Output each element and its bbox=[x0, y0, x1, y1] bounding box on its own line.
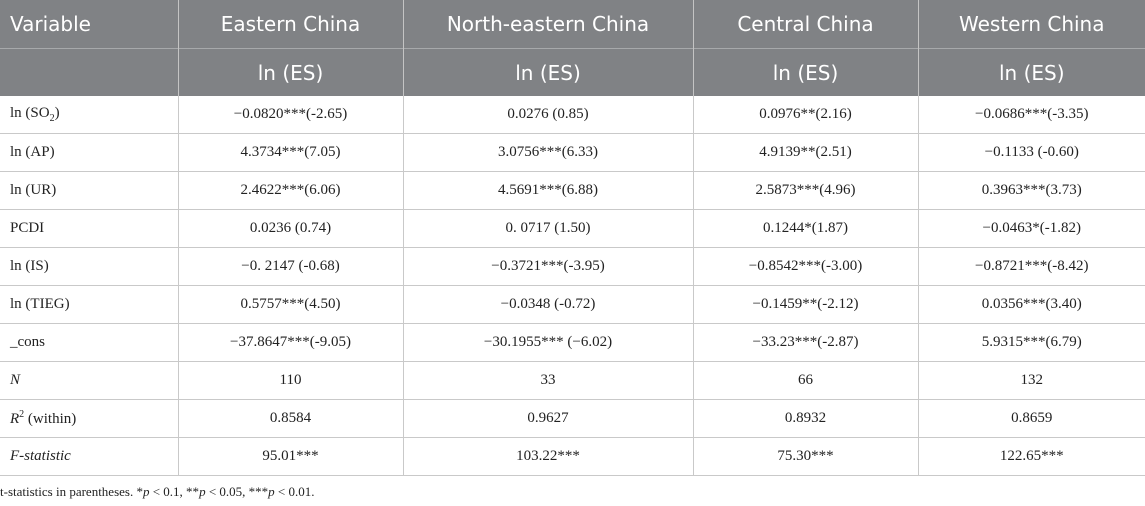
footnote-text: < 0.01. bbox=[274, 484, 315, 499]
table-cell: 0.0976**(2.16) bbox=[693, 96, 919, 134]
header-blank bbox=[0, 48, 179, 96]
row-label: R2 (within) bbox=[0, 399, 179, 438]
table-cell: 0.5757***(4.50) bbox=[178, 285, 404, 324]
table-cell: −0.0463*(-1.82) bbox=[918, 209, 1145, 248]
row-label-text: R bbox=[10, 411, 20, 427]
table-cell: −0.1459**(-2.12) bbox=[693, 285, 919, 324]
table-cell: 0.0356***(3.40) bbox=[918, 285, 1145, 324]
table-cell: 122.65*** bbox=[918, 437, 1145, 476]
row-label: _cons bbox=[0, 323, 179, 362]
row-label: F-statistic bbox=[0, 437, 179, 476]
header-region: North-eastern China bbox=[403, 0, 694, 49]
table-cell: 0.9627 bbox=[403, 399, 694, 438]
header-dependent-variable: ln (ES) bbox=[693, 48, 919, 96]
results-table: Variable Eastern China North-eastern Chi… bbox=[0, 0, 1145, 476]
footnote-text: < 0.1, ** bbox=[149, 484, 200, 499]
table-cell: −0.1133 (-0.60) bbox=[918, 133, 1145, 172]
footnote-p: p bbox=[268, 484, 275, 499]
row-label: ln (AP) bbox=[0, 133, 179, 172]
table-cell: −0. 2147 (-0.68) bbox=[178, 247, 404, 286]
header-dependent-variable: ln (ES) bbox=[918, 48, 1145, 96]
table-cell: 5.9315***(6.79) bbox=[918, 323, 1145, 362]
table-cell: 0. 0717 (1.50) bbox=[403, 209, 694, 248]
table-row: ln (AP) 4.3734***(7.05) 3.0756***(6.33) … bbox=[0, 133, 1145, 172]
table-cell: 33 bbox=[403, 361, 694, 400]
table-cell: 66 bbox=[693, 361, 919, 400]
table-cell: 0.0276 (0.85) bbox=[403, 96, 694, 134]
table-cell: −0.3721***(-3.95) bbox=[403, 247, 694, 286]
table-cell: −30.1955*** (−6.02) bbox=[403, 323, 694, 362]
table-cell: 3.0756***(6.33) bbox=[403, 133, 694, 172]
table-row: R2 (within) 0.8584 0.9627 0.8932 0.8659 bbox=[0, 399, 1145, 438]
table-cell: −0.0686***(-3.35) bbox=[918, 96, 1145, 134]
table-cell: 132 bbox=[918, 361, 1145, 400]
table-cell: 110 bbox=[178, 361, 404, 400]
header-row-dependent: ln (ES) ln (ES) ln (ES) ln (ES) bbox=[0, 48, 1145, 96]
row-label-text: ln (SO bbox=[10, 105, 50, 121]
table-cell: 103.22*** bbox=[403, 437, 694, 476]
table-row: N 110 33 66 132 bbox=[0, 361, 1145, 400]
table-cell: −33.23***(-2.87) bbox=[693, 323, 919, 362]
table-cell: −0.8542***(-3.00) bbox=[693, 247, 919, 286]
table-row: _cons −37.8647***(-9.05) −30.1955*** (−6… bbox=[0, 323, 1145, 362]
table-row: PCDI 0.0236 (0.74) 0. 0717 (1.50) 0.1244… bbox=[0, 209, 1145, 248]
row-label: ln (SO2) bbox=[0, 96, 179, 134]
row-label: ln (IS) bbox=[0, 247, 179, 286]
table-row: ln (IS) −0. 2147 (-0.68) −0.3721***(-3.9… bbox=[0, 247, 1145, 286]
footnote-p: p bbox=[142, 484, 150, 499]
row-label-subscript: 2 bbox=[49, 113, 55, 124]
table-footnote: t-statistics in parentheses. *p < 0.1, *… bbox=[0, 484, 315, 500]
table-row: ln (SO2) −0.0820***(-2.65) 0.0276 (0.85)… bbox=[0, 96, 1145, 134]
row-label: N bbox=[0, 361, 179, 400]
header-variable: Variable bbox=[0, 0, 179, 49]
table-cell: 2.4622***(6.06) bbox=[178, 171, 404, 210]
header-region: Eastern China bbox=[178, 0, 404, 49]
table-row: ln (UR) 2.4622***(6.06) 4.5691***(6.88) … bbox=[0, 171, 1145, 210]
table-cell: 0.8584 bbox=[178, 399, 404, 438]
row-label-superscript: 2 bbox=[19, 409, 25, 420]
header-dependent-variable: ln (ES) bbox=[178, 48, 404, 96]
table-cell: −0.0820***(-2.65) bbox=[178, 96, 404, 134]
table-cell: −37.8647***(-9.05) bbox=[178, 323, 404, 362]
table-cell: 75.30*** bbox=[693, 437, 919, 476]
row-label-text: (within) bbox=[24, 411, 77, 427]
table-cell: 4.3734***(7.05) bbox=[178, 133, 404, 172]
table-cell: 0.1244*(1.87) bbox=[693, 209, 919, 248]
table-row: F-statistic 95.01*** 103.22*** 75.30*** … bbox=[0, 437, 1145, 476]
table-cell: 0.3963***(3.73) bbox=[918, 171, 1145, 210]
footnote-text: < 0.05, *** bbox=[205, 484, 269, 499]
table-cell: 95.01*** bbox=[178, 437, 404, 476]
header-region: Central China bbox=[693, 0, 919, 49]
header-region: Western China bbox=[918, 0, 1145, 49]
table-cell: −0.8721***(-8.42) bbox=[918, 247, 1145, 286]
header-row-regions: Variable Eastern China North-eastern Chi… bbox=[0, 0, 1145, 49]
footnote-p: p bbox=[199, 484, 206, 499]
header-dependent-variable: ln (ES) bbox=[403, 48, 694, 96]
row-label: PCDI bbox=[0, 209, 179, 248]
footnote-text: t-statistics in parentheses. * bbox=[0, 484, 143, 499]
table-row: ln (TIEG) 0.5757***(4.50) −0.0348 (-0.72… bbox=[0, 285, 1145, 324]
table-cell: 0.8659 bbox=[918, 399, 1145, 438]
table-cell: 0.0236 (0.74) bbox=[178, 209, 404, 248]
table-cell: −0.0348 (-0.72) bbox=[403, 285, 694, 324]
table-cell: 4.5691***(6.88) bbox=[403, 171, 694, 210]
table-cell: 0.8932 bbox=[693, 399, 919, 438]
row-label-text: ) bbox=[54, 105, 60, 121]
table-cell: 4.9139**(2.51) bbox=[693, 133, 919, 172]
table-cell: 2.5873***(4.96) bbox=[693, 171, 919, 210]
row-label: ln (UR) bbox=[0, 171, 179, 210]
row-label: ln (TIEG) bbox=[0, 285, 179, 324]
